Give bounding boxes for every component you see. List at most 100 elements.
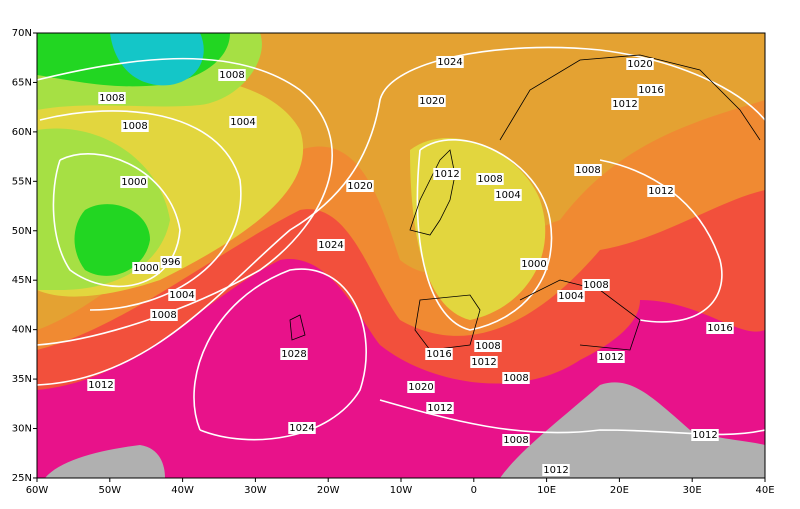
isobar-label-bg	[557, 290, 585, 302]
isobar-label-bg	[346, 180, 374, 192]
isobar-label: 1020	[419, 96, 444, 107]
isobar-label: 1016	[707, 323, 732, 334]
lon-label: 10W	[390, 485, 413, 496]
isobar-label-bg	[433, 168, 461, 180]
isobar-label-bg	[502, 434, 530, 446]
lat-label: 40N	[12, 325, 32, 336]
coastlines	[289, 54, 761, 351]
isobar-label-bg	[542, 464, 570, 476]
isobar-label: 1012	[543, 465, 568, 476]
isobar-label: 1004	[230, 117, 255, 128]
isobar-label-bg	[520, 258, 548, 270]
lon-label: 0	[471, 485, 477, 496]
isobar-label: 1008	[219, 70, 244, 81]
isobar-label-bg	[476, 173, 504, 185]
isobar-label: 996	[161, 257, 180, 268]
lon-label: 60W	[26, 485, 49, 496]
labels: 60W 50W 40W 30W 20W 10W 0 10E 20E 30E 40E 70N 65N 60N…	[12, 28, 775, 496]
isobar-label-bg	[229, 116, 257, 128]
isobar-label: 1012	[88, 380, 113, 391]
lon-label: 30W	[244, 485, 267, 496]
isobar-label-bg	[626, 58, 654, 70]
lat-label: 55N	[12, 176, 32, 187]
isobar-label: 1012	[648, 186, 673, 197]
lon-label: 40E	[755, 485, 774, 496]
isobar-label: 1028	[281, 349, 306, 360]
isobar-label: 1000	[521, 259, 546, 270]
lon-label: 20W	[317, 485, 340, 496]
lon-label: 20E	[610, 485, 629, 496]
isobar-label-bg	[218, 69, 246, 81]
isobar-label-bg	[150, 309, 178, 321]
pressure-field	[37, 33, 765, 478]
isobar-label-bg	[98, 92, 126, 104]
isobar-label: 1012	[598, 352, 623, 363]
isobar-label: 1004	[169, 290, 194, 301]
isobar-label-bg	[494, 189, 522, 201]
isobar-label: 1000	[121, 177, 146, 188]
isobar-label: 1008	[477, 174, 502, 185]
isobar-label: 1012	[471, 357, 496, 368]
lon-label: 50W	[98, 485, 121, 496]
isobar-label: 1008	[503, 435, 528, 446]
lat-label: 30N	[12, 424, 32, 435]
isobar-label-bg	[706, 322, 734, 334]
lat-label: 25N	[12, 473, 32, 484]
isobar-label-bg	[470, 356, 498, 368]
isobar-label-bg	[121, 120, 149, 132]
isobar-label: 1020	[408, 382, 433, 393]
isobar-label-bg	[120, 176, 148, 188]
isobar-label-bg	[407, 381, 435, 393]
isobar-label: 1008	[575, 165, 600, 176]
isobar-label: 1004	[495, 190, 520, 201]
isobar-label: 1016	[426, 349, 451, 360]
isobar-label: 1008	[122, 121, 147, 132]
isobar-label: 1024	[289, 423, 314, 434]
isobar-label-bg	[637, 84, 665, 96]
isobar-label-bg	[288, 422, 316, 434]
isobar-label-bg	[425, 348, 453, 360]
isobar-label-bg	[691, 429, 719, 441]
lon-label: 30E	[683, 485, 702, 496]
isobar-label-bg	[418, 95, 446, 107]
isobar-label: 1008	[475, 341, 500, 352]
lat-label: 35N	[12, 374, 32, 385]
isobar-label-bg	[160, 256, 182, 268]
isobar-label: 1008	[583, 280, 608, 291]
isobar-label-bg	[87, 379, 115, 391]
isobar-label: 1008	[151, 310, 176, 321]
isobar-label: 1008	[503, 373, 528, 384]
lat-label: 45N	[12, 275, 32, 286]
isobar-label-bg	[280, 348, 308, 360]
isobar-label-bg	[647, 185, 675, 197]
lat-label: 60N	[12, 127, 32, 138]
isobar-label: 1012	[434, 169, 459, 180]
isobar-label-bg	[574, 164, 602, 176]
isobar-label-bg	[426, 402, 454, 414]
isobar-label-bg	[502, 372, 530, 384]
isobar-label-bg	[611, 98, 639, 110]
isobar-label-bg	[132, 262, 160, 274]
isobar-label: 1012	[427, 403, 452, 414]
lat-label: 70N	[12, 28, 32, 39]
isobar-label: 1016	[638, 85, 663, 96]
isobar-label: 1012	[612, 99, 637, 110]
isobar-label: 1012	[692, 430, 717, 441]
isobar-label-bg	[582, 279, 610, 291]
lon-label: 40W	[171, 485, 194, 496]
lat-label: 65N	[12, 77, 32, 88]
isobar-label: 1024	[437, 57, 462, 68]
isobar-label-bg	[597, 351, 625, 363]
isobar-label: 1020	[347, 181, 372, 192]
isobar-label-bg	[317, 239, 345, 251]
isobar-label-bg	[436, 56, 464, 68]
isobar-label-bg	[168, 289, 196, 301]
isobar-label: 1024	[318, 240, 343, 251]
isobar-label: 1008	[99, 93, 124, 104]
isobar-label: 1000	[133, 263, 158, 274]
isobar-label-bg	[474, 340, 502, 352]
isobar-label: 1004	[558, 291, 583, 302]
isobar-label: 1020	[627, 59, 652, 70]
lon-label: 10E	[537, 485, 556, 496]
